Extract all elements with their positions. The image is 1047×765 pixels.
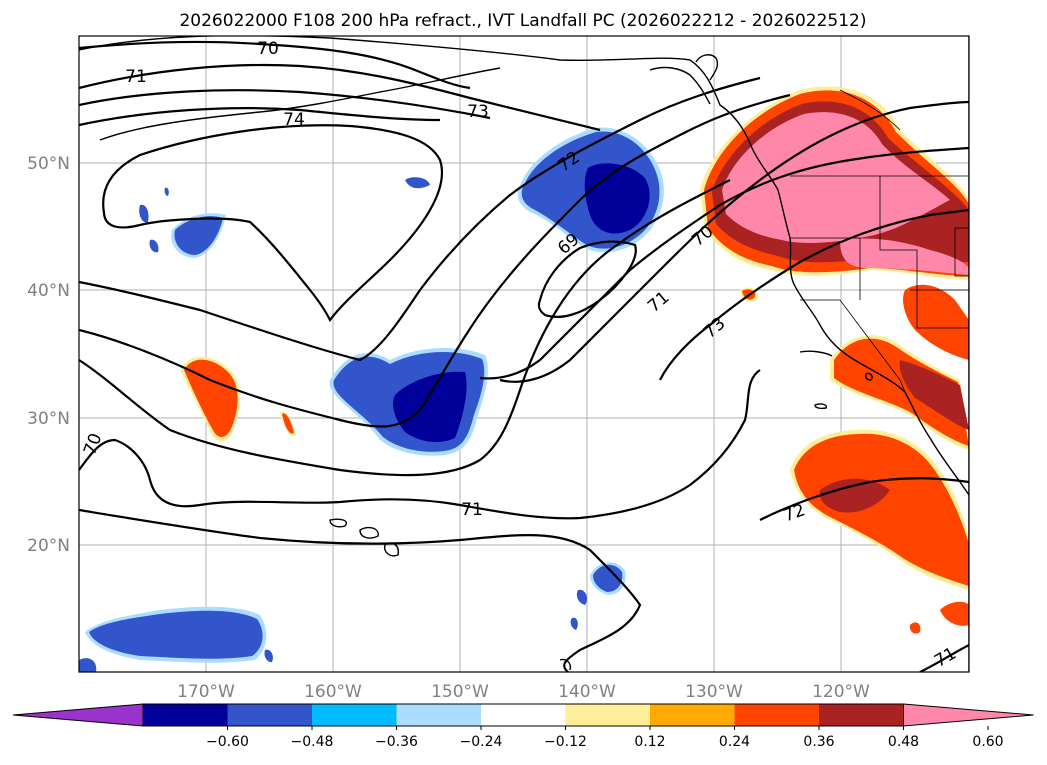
colorbar [12, 703, 1034, 727]
longitude-labels: 170°W 160°W 150°W 140°W 130°W 120°W [177, 682, 870, 702]
colorbar-swatch [819, 704, 904, 726]
map-title: 2026022000 F108 200 hPa refract., IVT La… [179, 11, 866, 31]
lat-label: 50°N [27, 154, 70, 174]
colorbar-swatch [396, 704, 482, 726]
colorbar-extend-min [12, 703, 144, 727]
contour-label: 70 [257, 39, 279, 59]
contour-label: 74 [283, 110, 305, 130]
colorbar-tick-label: −0.24 [460, 734, 503, 750]
colorbar-tick-label: −0.48 [291, 734, 334, 750]
map-frame [78, 35, 970, 673]
colorbar-tick-label: −0.36 [375, 734, 418, 750]
coastlines [79, 36, 969, 672]
contour-label: 73 [467, 102, 489, 122]
lat-label: 20°N [27, 536, 70, 556]
colorbar-swatch [312, 704, 397, 726]
colorbar-swatch [143, 704, 228, 726]
positive-anomaly-shading [180, 86, 969, 634]
lon-label: 130°W [685, 682, 743, 702]
colorbar-ticks: −0.60 −0.48 −0.36 −0.24 −0.12 0.12 0.24 0.36 0.4… [206, 726, 1004, 750]
colorbar-tick-label: 0.60 [972, 734, 1003, 750]
colorbar-tick-label: 0.36 [803, 734, 834, 750]
contour-label: 71 [125, 67, 147, 87]
refractivity-contours [79, 40, 969, 672]
latitude-labels: 50°N 40°N 30°N 20°N [27, 154, 70, 556]
colorbar-tick-label: −0.12 [544, 734, 587, 750]
contour-label: 71 [461, 500, 483, 520]
colorbar-swatch [734, 704, 820, 726]
colorbar-swatch [481, 704, 566, 726]
lon-label: 150°W [431, 682, 489, 702]
colorbar-extend-max [903, 703, 1034, 727]
colorbar-tick-label: 0.24 [719, 734, 750, 750]
colorbar-tick-label: 0.12 [634, 734, 665, 750]
lat-label: 40°N [27, 281, 70, 301]
colorbar-outline [142, 703, 904, 727]
lon-label: 160°W [304, 682, 362, 702]
lon-label: 170°W [177, 682, 235, 702]
lon-label: 140°W [558, 682, 616, 702]
colorbar-swatch [650, 704, 735, 726]
colorbar-tick-label: 0.48 [888, 734, 919, 750]
lon-label: 120°W [812, 682, 870, 702]
colorbar-swatch [565, 704, 651, 726]
colorbar-tick-label: −0.60 [206, 734, 249, 750]
lat-label: 30°N [27, 409, 70, 429]
negative-anomaly-shading [79, 127, 664, 672]
colorbar-swatch [227, 704, 313, 726]
state-borders [790, 89, 969, 393]
